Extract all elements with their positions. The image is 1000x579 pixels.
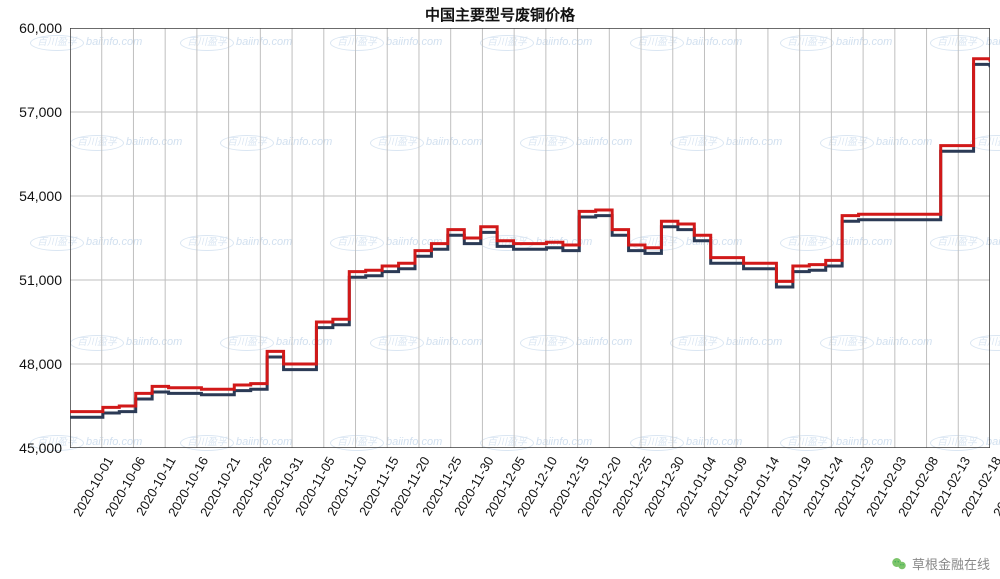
chart-title: 中国主要型号废铜价格: [0, 4, 1000, 25]
y-tick-label: 51,000: [19, 272, 62, 288]
y-tick-label: 57,000: [19, 104, 62, 120]
chart-plot-area: 45,00048,00051,00054,00057,00060,0002020…: [70, 28, 990, 448]
y-tick-label: 45,000: [19, 440, 62, 456]
y-tick-label: 54,000: [19, 188, 62, 204]
attribution-label: 草根金融在线: [912, 554, 990, 573]
chart-svg: [70, 28, 990, 448]
y-tick-label: 60,000: [19, 20, 62, 36]
wechat-icon: [890, 555, 908, 573]
attribution: 草根金融在线: [890, 554, 990, 573]
y-tick-label: 48,000: [19, 356, 62, 372]
